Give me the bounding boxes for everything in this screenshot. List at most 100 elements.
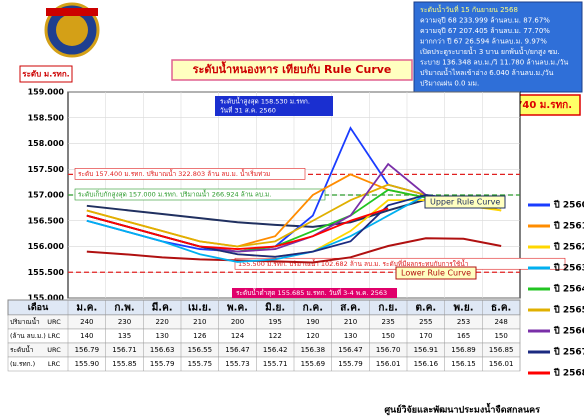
info-line: เปิดประตูระบายน้ำ 3 บาน ยกพ้นน้ำ/ยกสูง ซ… — [420, 45, 560, 56]
x-tick-label: ม.ค. — [76, 303, 97, 314]
table-cell: 124 — [231, 332, 245, 340]
table-cell: 155.73 — [225, 360, 250, 368]
chart-title: ระดับน้ำหนองหาร เทียบกับ Rule Curve — [193, 61, 392, 76]
info-line: มากกว่า ปี 67 26.594 ล้านลบ.ม. 9.97% — [420, 38, 547, 46]
y-tick-label: 155.500 — [28, 268, 65, 277]
row-type: URC — [47, 318, 61, 326]
legend-label: ปี 2562 — [553, 242, 584, 253]
legend-label: ปี 2567 — [553, 347, 584, 358]
table-cell: 156.47 — [338, 346, 363, 354]
max-note: ระดับน้ำสูงสุด 158.530 ม.รทก. — [220, 97, 310, 106]
table-cell: 165 — [457, 332, 470, 340]
min-note: ระดับน้ำต่ำสุด 155.685 ม.รทก. วันที่ 3-4… — [236, 288, 387, 297]
table-cell: 155.85 — [112, 360, 137, 368]
max-note-box — [215, 96, 333, 116]
table-cell: 210 — [193, 318, 206, 326]
y-tick-label: 157.500 — [28, 165, 65, 174]
table-cell: 126 — [193, 332, 207, 340]
table-cell: 130 — [344, 332, 357, 340]
x-tick-label: ส.ค. — [340, 303, 360, 314]
table-cell: 156.38 — [301, 346, 326, 354]
y-label: ระดับ ม.รทก. — [22, 70, 69, 79]
table-cell: 140 — [80, 332, 93, 340]
min-note-box — [232, 288, 397, 298]
legend-label: ปี 2561 — [553, 221, 584, 232]
row-label: (ล้าน ลบ.ม.) — [10, 332, 46, 340]
title-box — [171, 59, 413, 81]
legend-label: ปี 2563 — [553, 263, 584, 274]
table-cell: 156.71 — [112, 346, 137, 354]
y-label-box — [19, 65, 73, 83]
info-line: ปริมาณฝน 0.0 มม. — [420, 80, 479, 88]
row-type: LRC — [48, 360, 61, 368]
x-tick-label: มิ.ย. — [265, 302, 285, 314]
table-cell: 155.75 — [188, 360, 213, 368]
lower-rule-curve — [86, 237, 502, 264]
lrc-label-box — [395, 266, 477, 280]
y-tick-label: 155.000 — [28, 294, 65, 303]
series-line — [86, 207, 389, 250]
row-label: (ม.รทก.) — [10, 360, 35, 368]
table-cell: 156.89 — [451, 346, 476, 354]
logo — [44, 2, 100, 58]
table-cell: 122 — [268, 332, 281, 340]
table-cell: 253 — [457, 318, 470, 326]
table-cell: 156.63 — [150, 346, 175, 354]
row-label: ปริมาณน้ำ — [10, 317, 40, 326]
table-cell: 155.90 — [75, 360, 100, 368]
table-cell: 170 — [419, 332, 432, 340]
table-cell: 240 — [80, 318, 93, 326]
table-cell: 155.69 — [301, 360, 326, 368]
y-tick-label: 158.000 — [28, 139, 65, 148]
x-tick-label: พ.ย. — [453, 303, 473, 314]
y-tick-label: 159.000 — [28, 88, 65, 97]
row-type: URC — [47, 346, 61, 354]
info-line: ความจุปี 67 207.405 ล้านลบ.ม. 77.70% — [420, 27, 550, 35]
info-line: ระบาย 136.348 ลบ.ม./วิ 11.780 ล้านลบ.ม./… — [420, 59, 569, 67]
table-cell: 120 — [306, 332, 319, 340]
row-type: LRC — [48, 332, 61, 340]
table-cell: 155.79 — [338, 360, 363, 368]
x-tick-label: ก.พ. — [114, 303, 134, 314]
max-note: วันที่ 31 ส.ค. 2560 — [220, 106, 276, 115]
x-tick-label: ก.ค. — [303, 303, 323, 314]
reference-label: ระดับเก็บกักสูงสุด 157.000 ม.รทก. ปริมาณ… — [78, 190, 271, 199]
x-tick-label: ก.ย. — [378, 303, 398, 314]
table-cell: 155.79 — [150, 360, 175, 368]
table-cell: 156.79 — [75, 346, 100, 354]
lrc-label: Lower Rule Curve — [401, 269, 471, 278]
x-tick-label: เม.ย. — [188, 303, 211, 314]
table-cell: 156.01 — [376, 360, 401, 368]
y-tick-label: 158.500 — [28, 113, 65, 122]
table-cell: 150 — [381, 332, 394, 340]
x-tick-label: พ.ค. — [227, 303, 248, 314]
y-tick-label: 157.000 — [28, 191, 65, 200]
footer: ศูนย์วิจัยและพัฒนาประมงน้ำจืดสกลนคร — [384, 403, 540, 416]
table-cell: 210 — [344, 318, 357, 326]
reference-label: ระดับ 157.400 ม.รทก. ปริมาณน้ำ 322.803 ล… — [78, 169, 270, 178]
info-line: ปริมาณน้ำไหลเข้าอ่าง 6.040 ล้านลบ.ม./วัน — [420, 66, 554, 77]
table-cell: 156.16 — [414, 360, 439, 368]
urc-label-box — [424, 195, 506, 209]
table-cell: 135 — [118, 332, 131, 340]
table-cell: 156.15 — [451, 360, 476, 368]
x-tick-label: มี.ค. — [152, 302, 173, 314]
table-cell: 156.70 — [376, 346, 401, 354]
reference-label-box — [74, 188, 326, 201]
table-cell: 150 — [494, 332, 507, 340]
row-label: ระดับน้ำ — [10, 345, 34, 354]
info-box — [413, 1, 583, 93]
table-cell: 156.85 — [489, 346, 514, 354]
info-line: ความจุปี 68 233.999 ล้านลบ.ม. 87.67% — [420, 17, 550, 25]
y-tick-label: 156.000 — [28, 242, 65, 251]
table-cell: 156.42 — [263, 346, 288, 354]
info-line: ระดับน้ำวันที่ 15 กันยายน 2568 — [420, 3, 518, 14]
legend-label: ปี 2560 — [553, 200, 584, 211]
y-tick-label: 156.500 — [28, 216, 65, 225]
table-cell: 248 — [494, 318, 507, 326]
table-cell: 235 — [381, 318, 394, 326]
legend-label: ปี 2565 — [553, 305, 584, 316]
table-cell: 156.55 — [188, 346, 213, 354]
table-cell: 156.01 — [489, 360, 514, 368]
table-cell: 190 — [306, 318, 319, 326]
